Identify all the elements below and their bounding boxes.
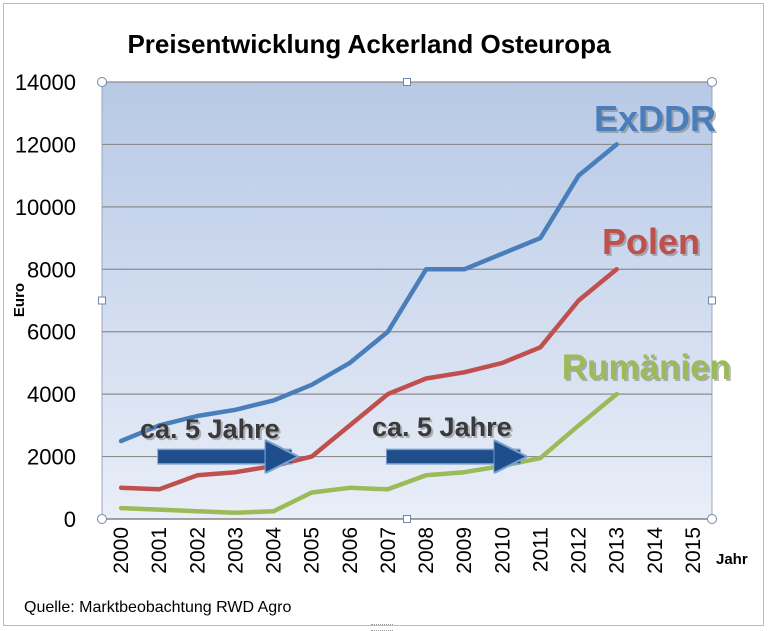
resize-handle[interactable] (371, 624, 393, 631)
chart-title: Preisentwicklung Ackerland Osteuropa (127, 29, 611, 59)
series-line (118, 142, 619, 444)
annotation-text: ca. 5 Jahre (372, 412, 512, 442)
series-label: Polen (602, 221, 700, 262)
series-label: Rumänien (562, 348, 731, 387)
y-tick-label: 10000 (15, 195, 76, 220)
x-tick-label: 2004 (263, 527, 286, 574)
x-tick-label: 2003 (224, 527, 247, 574)
grid-lines (102, 81, 712, 458)
x-tick-label: 2002 (186, 527, 209, 574)
text-labels: 0 2000 4000 6000 8000 10000 12000 14000 2000 2001… (11, 29, 748, 616)
y-tick-label: 12000 (15, 132, 76, 157)
y-tick-label: 0 (64, 507, 76, 532)
plot-resize-handle[interactable] (707, 514, 717, 524)
series-lines (118, 142, 619, 516)
y-tick-label: 14000 (15, 70, 76, 95)
y-tick-label: 2000 (27, 445, 76, 470)
annotation-text: ca. 5 Jahre (140, 414, 280, 444)
x-tick-label: 2011 (529, 527, 552, 572)
x-tick-label: 2015 (682, 527, 705, 574)
x-tick-label: 2005 (301, 527, 324, 574)
x-tick-label: 2001 (148, 527, 171, 574)
series-label-shadow: ExDDR (596, 100, 718, 141)
x-tick-label: 2009 (453, 527, 476, 574)
plot-resize-handle[interactable] (403, 515, 411, 523)
series-label-shadow: Polen (604, 223, 702, 264)
series-line (118, 391, 619, 516)
y-axis-label: Euro (11, 283, 28, 317)
x-tick-label: 2013 (606, 527, 629, 574)
annotation-text-shadow: ca. 5 Jahre (142, 416, 282, 446)
series-label: ExDDR (594, 98, 716, 139)
x-axis-label: Jahr (716, 551, 748, 568)
plot-resize-handle[interactable] (97, 514, 107, 524)
plot-resize-handle[interactable] (98, 296, 106, 305)
x-tick-label: 2006 (339, 527, 362, 574)
x-tick-label: 2012 (568, 527, 591, 574)
x-tick-label: 2007 (377, 527, 400, 574)
plot-resize-handle[interactable] (707, 77, 717, 87)
x-tick-label: 2008 (415, 527, 438, 574)
x-tick-label: 2014 (644, 527, 667, 574)
plot-resize-handle[interactable] (403, 78, 411, 86)
series-line (118, 267, 619, 492)
plot-resize-handle[interactable] (708, 296, 716, 305)
selection-handles[interactable] (97, 77, 717, 524)
y-tick-label: 4000 (27, 382, 76, 407)
x-tick-label: 2000 (110, 527, 133, 574)
series-label-shadow: Rumänien (564, 350, 733, 389)
annotation-text-shadow: ca. 5 Jahre (374, 414, 514, 444)
plot-resize-handle[interactable] (97, 77, 107, 87)
y-tick-label: 6000 (27, 320, 76, 345)
y-tick-label: 8000 (27, 257, 76, 282)
source-note: Quelle: Marktbeobachtung RWD Agro (24, 599, 292, 616)
x-tick-label: 2010 (491, 527, 514, 574)
